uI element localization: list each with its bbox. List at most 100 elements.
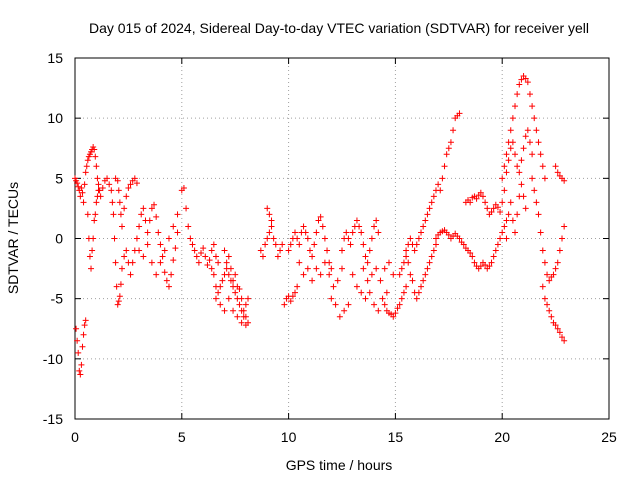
data-point [492, 247, 499, 254]
data-point [78, 184, 85, 191]
data-point [505, 157, 512, 164]
data-point [381, 265, 388, 272]
data-point [531, 187, 538, 194]
data-point [420, 223, 427, 230]
data-point [165, 283, 172, 290]
data-point [80, 331, 87, 338]
data-point [373, 265, 380, 272]
data-point [428, 253, 435, 260]
data-point [353, 283, 360, 290]
x-tick-label: 20 [494, 429, 510, 445]
data-point [116, 293, 123, 300]
data-point [121, 205, 128, 212]
data-point [537, 229, 544, 236]
data-point [296, 241, 303, 248]
data-point [115, 298, 122, 305]
data-point [151, 201, 158, 208]
data-point [174, 211, 181, 218]
data-point [225, 295, 232, 302]
data-point [499, 229, 506, 236]
data-point [264, 205, 271, 212]
data-point [443, 151, 450, 158]
data-point [358, 289, 365, 296]
data-point [300, 271, 307, 278]
data-point [77, 193, 84, 200]
data-point [362, 295, 369, 302]
data-point [494, 241, 501, 248]
data-point [81, 181, 88, 188]
data-point [533, 127, 540, 134]
data-point [200, 245, 207, 252]
data-point [157, 259, 164, 266]
data-point [486, 263, 493, 270]
data-point [418, 283, 425, 290]
data-point [531, 115, 538, 122]
data-point [373, 217, 380, 224]
x-tick-labels: 0 5 10 15 20 25 [71, 429, 617, 445]
data-point [208, 247, 215, 254]
data-point [210, 241, 217, 248]
data-point [212, 295, 219, 302]
data-point [97, 193, 104, 200]
data-point [501, 187, 508, 194]
data-point [556, 247, 563, 254]
data-point [79, 343, 86, 350]
data-point [106, 181, 113, 188]
data-point [544, 301, 551, 308]
data-point [257, 247, 264, 254]
data-point [546, 277, 553, 284]
data-point [77, 371, 84, 378]
data-point [148, 259, 155, 266]
data-point [422, 217, 429, 224]
data-point [552, 163, 559, 170]
data-point [554, 169, 561, 176]
data-point [86, 253, 93, 260]
data-point [185, 223, 192, 230]
data-point [144, 229, 151, 236]
data-point [148, 205, 155, 212]
data-point [232, 271, 239, 278]
data-point [435, 181, 442, 188]
data-point [509, 115, 516, 122]
data-point [245, 295, 252, 302]
data-point [383, 289, 390, 296]
data-point [339, 247, 345, 254]
data-point [266, 211, 273, 218]
y-tick-labels: -15 -10 -5 0 5 10 15 [43, 50, 63, 427]
data-point [311, 241, 318, 248]
data-point [396, 271, 403, 278]
data-point [539, 247, 546, 254]
data-point [123, 247, 130, 254]
data-point [445, 145, 452, 152]
data-point [174, 229, 181, 236]
data-point [116, 199, 123, 206]
data-point [242, 313, 249, 320]
data-point [93, 199, 100, 206]
data-point [371, 301, 378, 308]
data-point [456, 110, 463, 117]
data-point [217, 283, 224, 290]
data-point [362, 253, 369, 260]
data-point [415, 235, 422, 242]
data-point [144, 241, 151, 248]
data-point [552, 322, 559, 329]
data-point [221, 307, 228, 314]
data-point [541, 175, 548, 182]
data-point [439, 175, 446, 182]
data-point [242, 322, 249, 329]
data-point [289, 293, 296, 300]
data-point [317, 213, 324, 220]
data-point [467, 199, 474, 206]
data-point [300, 223, 307, 230]
data-point [556, 329, 563, 336]
data-point [155, 229, 162, 236]
data-point [324, 247, 331, 254]
data-point [165, 235, 172, 242]
data-point [189, 241, 196, 248]
data-point [398, 265, 405, 272]
data-point [75, 183, 82, 190]
data-point [353, 217, 360, 224]
data-point [268, 217, 275, 224]
data-point [73, 325, 80, 332]
